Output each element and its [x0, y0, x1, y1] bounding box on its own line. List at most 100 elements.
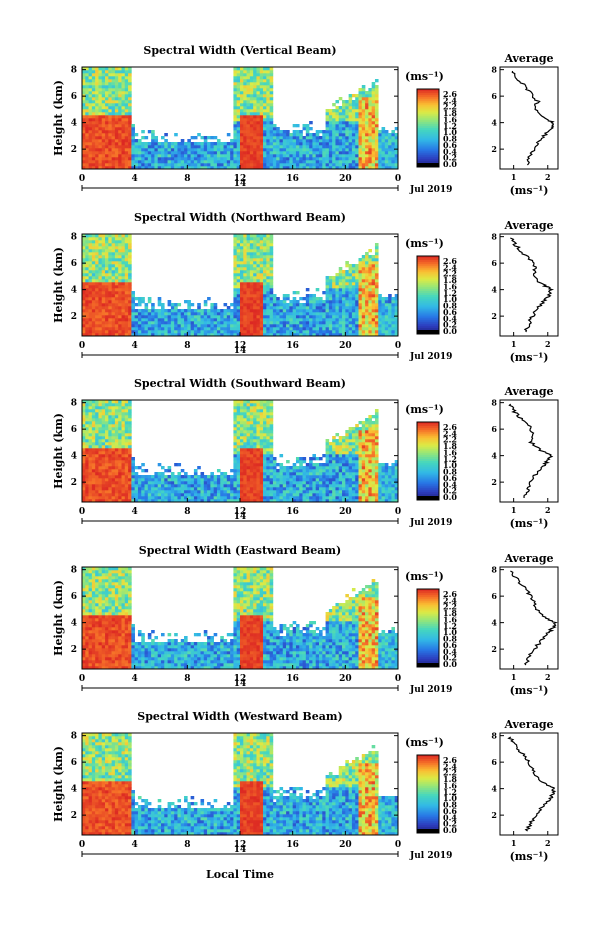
heatmap-cell: [91, 487, 96, 491]
heatmap-cell: [98, 139, 103, 143]
heatmap-cell: [88, 400, 93, 404]
heatmap-cell: [124, 73, 129, 77]
heatmap-cell: [114, 466, 119, 470]
heatmap-cell: [272, 160, 277, 164]
heatmap-cell: [282, 327, 287, 331]
x-tick-label: 0: [79, 174, 85, 184]
heatmap-cell: [108, 73, 112, 77]
heatmap-cell: [98, 282, 103, 286]
heatmap-cell: [85, 157, 89, 161]
heatmap-cell: [322, 133, 326, 137]
heatmap-cell: [272, 127, 277, 131]
heatmap-cell: [365, 100, 369, 104]
heatmap-cell: [384, 303, 389, 307]
average-title: Average: [503, 219, 553, 232]
heatmap-cell: [213, 306, 218, 310]
heatmap-cell: [335, 297, 340, 301]
heatmap-cell: [236, 285, 241, 289]
heatmap-cell: [101, 67, 106, 71]
heatmap-cell: [88, 79, 93, 83]
heatmap-cell: [240, 258, 244, 262]
heatmap-cell: [338, 327, 343, 331]
heatmap-cell: [105, 249, 109, 253]
heatmap-cell: [82, 70, 86, 74]
heatmap-cell: [121, 439, 126, 443]
heatmap-cell: [309, 306, 313, 310]
heatmap-cell: [236, 252, 241, 256]
heatmap-cell: [134, 321, 139, 325]
heatmap-cell: [161, 496, 165, 500]
heatmap-cell: [253, 255, 257, 259]
heatmap-cell: [315, 321, 320, 325]
heatmap-cell: [105, 276, 109, 280]
heatmap-cell: [184, 327, 188, 331]
heatmap-cell: [371, 324, 376, 328]
heatmap-cell: [161, 493, 165, 497]
heatmap-cell: [358, 124, 363, 128]
heatmap-cell: [101, 330, 106, 334]
heatmap-cell: [253, 237, 257, 241]
heatmap-cell: [309, 324, 313, 328]
heatmap-cell: [253, 166, 257, 170]
heatmap-cell: [85, 261, 89, 265]
heatmap-cell: [105, 478, 109, 482]
day-label: 14: [234, 346, 247, 356]
heatmap-cell: [269, 267, 274, 271]
heatmap-cell: [134, 154, 139, 158]
heatmap-cell: [147, 148, 152, 152]
heatmap-cell: [335, 145, 340, 149]
heatmap-cell: [85, 130, 89, 134]
heatmap-cell: [246, 333, 251, 337]
heatmap-cell: [332, 297, 336, 301]
heatmap-cell: [121, 103, 126, 107]
heatmap-cell: [243, 496, 247, 500]
heatmap-cell: [374, 273, 379, 277]
heatmap-cell: [361, 306, 366, 310]
heatmap-cell: [101, 100, 106, 104]
heatmap-cell: [378, 297, 382, 301]
heatmap-cells: [82, 234, 399, 337]
heatmap-cell: [328, 327, 333, 331]
heatmap-cell: [108, 261, 112, 265]
heatmap-cell: [114, 445, 119, 449]
heatmap-cell: [85, 403, 89, 407]
heatmap-cell: [154, 481, 159, 485]
heatmap-cell: [95, 279, 99, 283]
heatmap-cell: [88, 469, 93, 473]
heatmap-cell: [361, 255, 366, 259]
heatmap-cell: [328, 163, 333, 167]
colorbar-segment: [417, 129, 439, 133]
heatmap-cell: [368, 157, 372, 161]
heatmap-cell: [263, 306, 267, 310]
heatmap-cell: [213, 487, 218, 491]
heatmap-cell: [105, 424, 109, 428]
heatmap-cell: [233, 312, 238, 316]
heatmap-cell: [312, 330, 317, 334]
heatmap-cell: [342, 145, 346, 149]
heatmap-cell: [105, 454, 109, 458]
heatmap-cell: [240, 234, 244, 238]
heatmap-cell: [144, 166, 149, 170]
heatmap-cell: [164, 160, 168, 164]
heatmap-cell: [197, 142, 201, 146]
heatmap-cell: [111, 415, 116, 419]
heatmap-cell: [319, 330, 323, 334]
heatmap-cell: [243, 490, 247, 494]
heatmap-cell: [351, 136, 356, 140]
heatmap-cell: [105, 145, 109, 149]
heatmap-cell: [98, 460, 103, 464]
heatmap-cell: [384, 297, 389, 301]
heatmap-cell: [213, 163, 218, 167]
heatmap-cell: [240, 427, 244, 431]
heatmap-cell: [368, 100, 372, 104]
heatmap-cell: [187, 151, 191, 155]
heatmap-cell: [118, 294, 122, 298]
heatmap-cell: [309, 297, 313, 301]
heatmap-cell: [101, 294, 106, 298]
heatmap-cell: [391, 303, 396, 307]
heatmap-cell: [332, 282, 336, 286]
heatmap-cell: [98, 94, 103, 98]
heatmap-cell: [243, 127, 247, 131]
heatmap-cell: [355, 163, 359, 167]
heatmap-cell: [312, 160, 317, 164]
